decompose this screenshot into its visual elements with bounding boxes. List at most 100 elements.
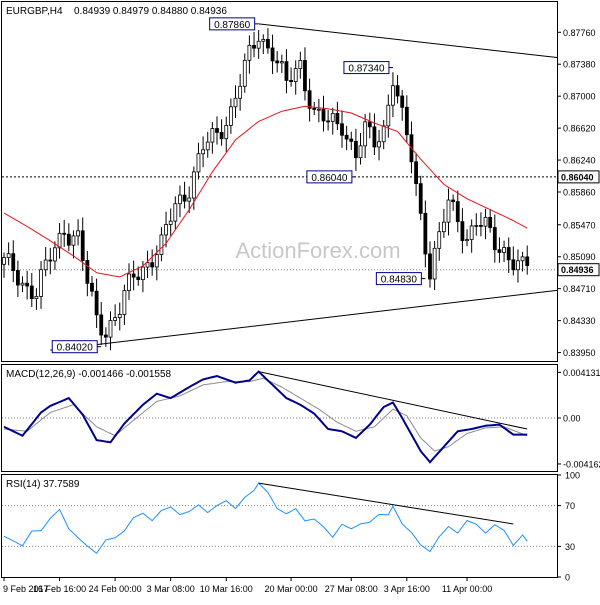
candle-body [224, 124, 229, 140]
price-candle [136, 266, 141, 286]
macd-axis-label: -0.004162 [563, 459, 600, 469]
candle-body [154, 254, 159, 268]
candle-body [168, 220, 173, 225]
candle-body [11, 253, 16, 271]
candle-body [432, 247, 437, 280]
price-axis-label: 0.85090 [563, 252, 596, 262]
candle-body [256, 40, 261, 49]
price-candle [173, 196, 178, 230]
level-price-tag: 0.86040 [561, 172, 594, 182]
price-candle [400, 89, 405, 121]
candle-body [511, 259, 516, 271]
price-watermark: ActionForex.com [235, 238, 400, 263]
price-candle [62, 219, 67, 247]
price-candle [372, 113, 377, 156]
price-candle [437, 222, 442, 261]
price-candle [432, 240, 437, 291]
candle-body [127, 273, 131, 291]
price-candle [219, 119, 224, 146]
price-candle [224, 116, 229, 153]
price-candle [270, 34, 275, 75]
time-axis-label: 3 Apr 16:00 [384, 584, 430, 594]
price-axis-label: 0.86620 [563, 124, 596, 134]
price-candle [303, 47, 307, 101]
candle-body [43, 259, 48, 271]
candle-body [238, 85, 243, 99]
candle-body [377, 141, 381, 148]
rsi-axis-label: 100 [565, 471, 580, 481]
annotation-box [306, 170, 353, 184]
candle-body [441, 221, 446, 233]
price-axis-label: 0.87760 [563, 28, 596, 38]
price-candle [66, 223, 71, 252]
candle-body [136, 276, 141, 281]
price-candle [25, 270, 30, 300]
price-candle [298, 51, 303, 79]
price-candle [90, 275, 94, 297]
candle-body [29, 285, 34, 299]
candle-body [372, 126, 377, 148]
price-candle [228, 98, 233, 134]
price-candle [39, 261, 43, 309]
price-candle [57, 223, 62, 259]
price-candle [182, 181, 187, 209]
current-price-tag-box [557, 263, 600, 277]
candle-body [516, 260, 520, 271]
price-candle [404, 95, 409, 143]
candle-body [25, 282, 30, 287]
candle-body [284, 61, 289, 81]
price-candle [275, 51, 280, 73]
price-annotation: 0.84830 [375, 272, 426, 286]
candle-body [210, 128, 215, 143]
candle-body [228, 106, 233, 126]
candle-body [428, 253, 432, 280]
price-candle [414, 152, 418, 196]
candle-body [465, 239, 469, 242]
price-candle [321, 95, 326, 132]
price-candle [391, 72, 395, 118]
price-candle [377, 129, 381, 161]
candle-body [99, 314, 104, 336]
price-candle [29, 273, 34, 307]
price-candle [492, 214, 497, 263]
candle-body [358, 145, 363, 159]
price-candle [488, 209, 493, 233]
price-candle [395, 75, 400, 104]
candle-body [414, 161, 418, 185]
macd-trendline [258, 371, 528, 430]
candle-body [293, 68, 298, 82]
price-candle [363, 114, 368, 159]
rsi-label: RSI(14) 37.7589 [6, 479, 80, 490]
annotation-box [343, 61, 390, 75]
macd-main-line [3, 370, 528, 464]
candle-body [117, 314, 122, 318]
time-axis-label: 27 Mar 08:00 [325, 584, 378, 594]
price-candle [2, 252, 6, 278]
candle-body [191, 171, 196, 199]
price-axis-label: 0.87380 [563, 60, 596, 70]
candle-body [423, 212, 428, 255]
annotation-label: 0.84830 [381, 275, 418, 286]
macd-axis-label: 0.00 [563, 414, 581, 424]
price-candle [451, 194, 456, 211]
ohlc-values: 0.84939 0.84979 0.84880 0.84936 [74, 6, 227, 17]
price-candle [48, 247, 53, 275]
candle-body [164, 224, 168, 236]
price-candle [418, 175, 423, 221]
annotation-box [51, 340, 98, 354]
candle-body [270, 47, 275, 62]
candle-body [122, 290, 127, 315]
price-candle [242, 53, 247, 93]
candle-body [349, 138, 354, 142]
price-candle [80, 217, 85, 271]
candle-body [479, 225, 483, 227]
price-axis-label: 0.86240 [563, 156, 596, 166]
candle-body [353, 140, 358, 159]
price-axis-label: 0.85860 [563, 188, 596, 198]
price-candle [233, 85, 238, 118]
candle-body [488, 216, 493, 228]
price-axis-label: 0.84710 [563, 284, 596, 294]
candle-body [330, 112, 335, 122]
price-candle [113, 304, 118, 326]
price-candle [330, 107, 335, 135]
